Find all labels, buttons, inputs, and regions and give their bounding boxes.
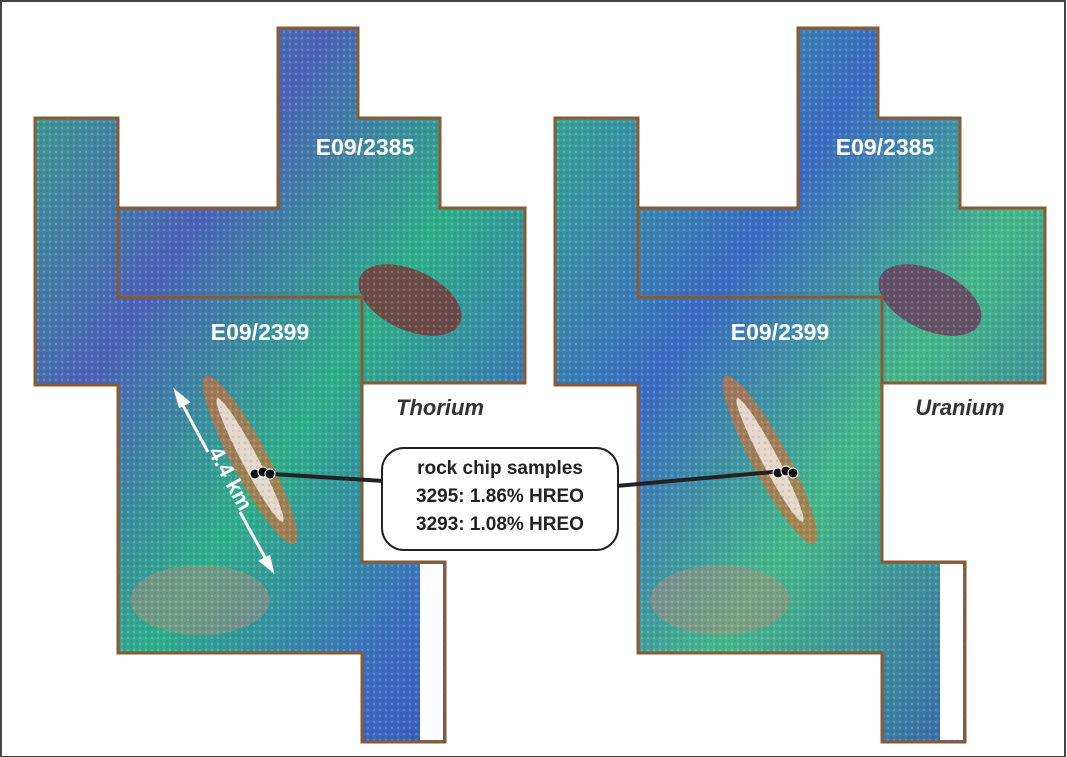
tenement-label: E09/2385 [836,134,935,160]
element-label: Thorium [396,395,484,420]
no-data [940,564,963,740]
callout-line: 3293: 1.08% HREO [416,514,584,535]
map-figure: E09/2385 E09/2399 Thorium E09/2385 E09/2399 U… [0,0,1067,757]
callout-line: 3295: 1.86% HREO [416,486,584,507]
tenement-label: E09/2399 [731,319,829,345]
no-data [420,564,443,740]
callout-title: rock chip samples [417,458,583,479]
tenement-label: E09/2399 [211,319,309,345]
tenement-label: E09/2385 [316,134,415,160]
element-label: Uranium [915,395,1004,420]
